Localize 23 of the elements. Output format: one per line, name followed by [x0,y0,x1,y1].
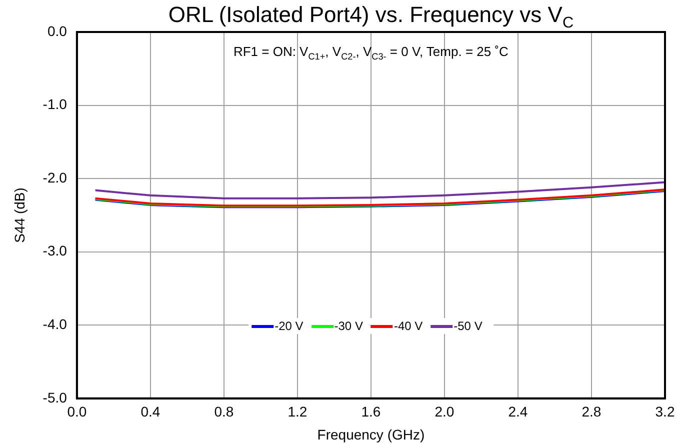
y-tick-label: -2.0 [42,169,68,186]
x-tick-label: 1.2 [288,404,308,420]
y-axis-title: S44 (dB) [11,188,28,243]
y-tick-label: -5.0 [42,389,68,406]
legend-label: -40 V [392,318,423,333]
legend-label: -50 V [452,318,482,333]
x-tick-label: 0.8 [214,404,234,420]
x-tick-label: 0.0 [67,404,87,420]
legend-label: -30 V [333,318,363,333]
y-tick-label: -1.0 [42,96,68,112]
y-tick-label: -4.0 [42,316,68,332]
x-tick-label: 2.0 [434,404,454,420]
legend-label: -20 V [274,318,304,333]
y-tick-label: -3.0 [42,242,68,259]
x-tick-label: 2.4 [508,404,528,420]
chart-title: ORL (Isolated Port4) vs. Frequency vs V$_{C}$ [167,2,575,32]
x-tick-label: 3.2 [655,404,675,420]
x-tick-label: 1.6 [361,404,381,420]
x-tick-label: 0.4 [140,404,160,420]
annotation: RF1 = ON: V$_{C1+}$, V$_{C2-}$, V$_{C3-}$ = 0 V, Temp. = 25 ˚C [233,44,508,62]
x-tick-label: 2.8 [582,404,602,420]
y-tick-label: 0.0 [47,22,68,39]
x-axis-title: Frequency (GHz) [317,426,425,442]
